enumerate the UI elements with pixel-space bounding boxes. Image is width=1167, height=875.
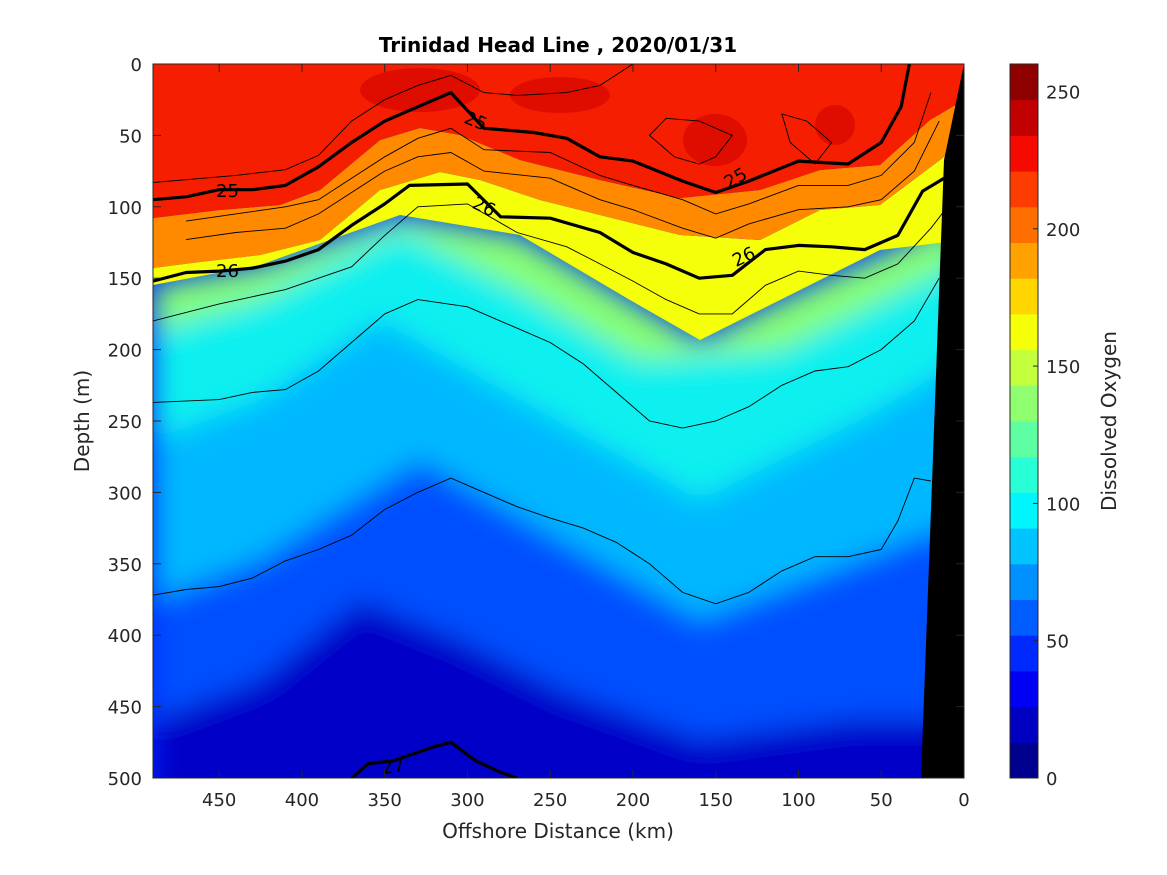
x-tick-label: 50: [870, 790, 893, 811]
oxygen-band-high: [153, 64, 964, 218]
x-axis-ticks: 450 400 350 300 250 200 150 100 50 0: [202, 64, 970, 811]
oxygen-highs: [360, 68, 855, 166]
y-tick-label: 350: [108, 555, 142, 576]
y-axis-ticks: 0 50 100 150 200 250 300 350 400 450 500: [108, 55, 964, 790]
y-tick-label: 250: [108, 412, 142, 433]
colorbar-tick-label: 200: [1046, 220, 1080, 241]
x-tick-label: 300: [450, 790, 484, 811]
oxygen-band-orange: [153, 100, 964, 268]
y-tick-label: 300: [108, 483, 142, 504]
colorbar-step: [1010, 206, 1038, 243]
density-contour-25: [153, 64, 911, 202]
chart-title: Trinidad Head Line , 2020/01/31: [379, 33, 737, 57]
x-tick-label: 200: [616, 790, 650, 811]
colorbar: 250 200 150 100 50 0 Dissolved Oxygen: [1009, 63, 1121, 790]
y-tick-label: 100: [108, 198, 142, 219]
y-tick-label: 500: [108, 769, 142, 790]
colorbar-tick-label: 150: [1046, 357, 1080, 378]
svg-text:25: 25: [216, 181, 239, 202]
y-axis-label: Depth (m): [70, 370, 94, 472]
thin-contour-line: [153, 277, 940, 429]
x-tick-label: 0: [958, 790, 969, 811]
svg-text:26: 26: [216, 261, 239, 282]
thin-contour-line: [153, 477, 931, 605]
density-contour-26: [153, 176, 945, 283]
thin-contour-line: [153, 64, 634, 183]
y-tick-label: 0: [131, 55, 142, 76]
colorbar-tick-label: 0: [1046, 769, 1057, 790]
colorbar-tick-label: 100: [1046, 494, 1080, 515]
contour-label-26: 26: [216, 261, 239, 282]
oxygen-field: [153, 64, 964, 778]
colorbar-step: [1010, 99, 1038, 136]
colorbar-step: [1010, 563, 1038, 600]
density-contour-27: [350, 740, 518, 778]
y-tick-label: 50: [119, 126, 142, 147]
colorbar-ticks: 250 200 150 100 50 0: [1033, 82, 1080, 790]
colorbar-label: Dissolved Oxygen: [1097, 331, 1121, 511]
y-tick-label: 400: [108, 626, 142, 647]
x-tick-label: 450: [202, 790, 236, 811]
contour-label-25: 25: [216, 181, 239, 202]
colorbar-border: [1009, 63, 1039, 779]
colorbar-step: [1010, 670, 1038, 708]
contour-label-27: 27: [380, 755, 406, 779]
colorbar-step: [1010, 64, 1038, 101]
oxygen-band-deep: [153, 600, 964, 778]
colorbar-step: [1010, 385, 1038, 422]
x-tick-label: 400: [285, 790, 319, 811]
colorbar-step: [1010, 528, 1038, 565]
thin-contour-line: [648, 117, 734, 165]
oxygen-band-upper: [153, 230, 964, 500]
colorbar-step: [1010, 492, 1038, 529]
colorbar-step: [1010, 742, 1038, 779]
y-tick-label: 150: [108, 269, 142, 290]
thin-contour-line: [781, 113, 833, 165]
oxygen-band-mid: [153, 320, 964, 620]
colorbar-step: [1010, 349, 1038, 386]
thin-contour-line: [186, 120, 940, 241]
colorbar-step: [1010, 421, 1038, 458]
x-tick-label: 100: [781, 790, 815, 811]
y-tick-label: 200: [108, 341, 142, 362]
oxygen-band-yellow: [153, 140, 964, 340]
x-tick-label: 250: [533, 790, 567, 811]
y-tick-label: 450: [108, 698, 142, 719]
colorbar-step: [1010, 135, 1038, 172]
colorbar-step: [1010, 242, 1038, 279]
density-contours: [153, 64, 948, 778]
colorbar-step: [1010, 635, 1038, 672]
colorbar-step: [1010, 278, 1038, 315]
thin-contour-line: [153, 203, 948, 322]
colorbar-tick-label: 50: [1046, 632, 1069, 653]
colorbar-steps: [1010, 64, 1038, 779]
svg-text:27: 27: [380, 755, 406, 779]
x-axis-label: Offshore Distance (km): [442, 819, 674, 843]
oxygen-band-green: [153, 215, 964, 360]
colorbar-step: [1010, 171, 1038, 208]
colorbar-step: [1010, 456, 1038, 493]
x-tick-label: 150: [699, 790, 733, 811]
colorbar-step: [1010, 313, 1038, 351]
colorbar-tick-label: 250: [1046, 82, 1080, 103]
colorbar-step: [1010, 599, 1038, 636]
oxygen-band-low: [153, 460, 964, 740]
x-tick-label: 350: [368, 790, 402, 811]
colorbar-step: [1010, 706, 1038, 743]
thin-contour-line: [186, 92, 932, 222]
seafloor-topography: [921, 64, 964, 778]
